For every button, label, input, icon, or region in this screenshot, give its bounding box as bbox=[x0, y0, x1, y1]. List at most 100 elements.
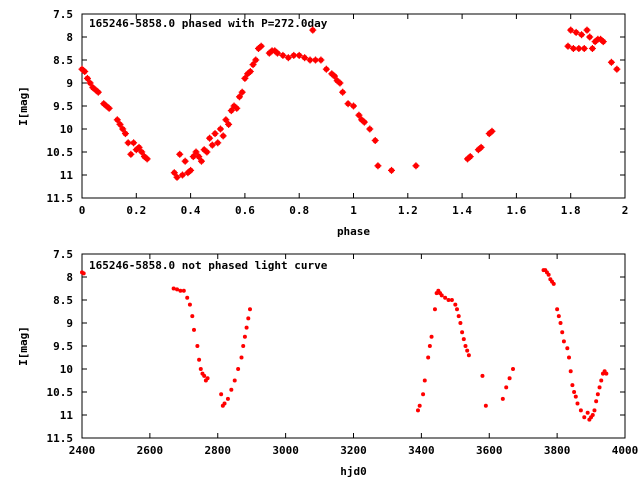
x-axis-label: phase bbox=[337, 225, 370, 238]
data-point bbox=[556, 314, 561, 319]
data-point bbox=[235, 93, 243, 101]
data-point bbox=[121, 130, 129, 138]
data-point bbox=[195, 344, 200, 348]
data-point bbox=[575, 401, 580, 406]
data-point bbox=[500, 396, 505, 401]
data-point bbox=[239, 355, 244, 360]
data-point bbox=[246, 316, 251, 321]
data-point bbox=[565, 346, 570, 351]
data-point bbox=[81, 68, 89, 75]
data-point bbox=[460, 330, 465, 335]
y-tick-label: 11 bbox=[60, 169, 74, 182]
data-point bbox=[86, 79, 94, 87]
data-point bbox=[463, 344, 468, 348]
data-point bbox=[222, 401, 227, 406]
data-point bbox=[578, 408, 583, 413]
data-point bbox=[586, 33, 594, 41]
data-point bbox=[191, 327, 196, 332]
data-point bbox=[573, 394, 578, 399]
data-point bbox=[592, 408, 597, 413]
data-point bbox=[480, 373, 485, 378]
data-point bbox=[546, 272, 551, 277]
data-point bbox=[344, 100, 352, 108]
data-point bbox=[138, 148, 146, 156]
data-point bbox=[219, 132, 227, 140]
data-point bbox=[582, 415, 587, 420]
data-point bbox=[173, 173, 181, 181]
y-tick-label: 11.5 bbox=[47, 192, 74, 205]
data-point bbox=[295, 51, 303, 59]
data-point bbox=[81, 271, 86, 276]
data-point bbox=[590, 413, 595, 417]
data-point bbox=[135, 143, 143, 151]
data-point bbox=[458, 321, 463, 325]
plot-frame bbox=[81, 253, 626, 439]
data-point bbox=[229, 387, 234, 392]
data-point bbox=[170, 169, 178, 177]
data-point bbox=[477, 143, 485, 151]
x-tick-label: 1.4 bbox=[452, 204, 472, 217]
data-point bbox=[507, 376, 512, 381]
x-tick-label: 1.6 bbox=[506, 204, 526, 217]
data-point bbox=[181, 157, 189, 165]
data-point bbox=[432, 307, 437, 312]
data-point bbox=[350, 102, 357, 110]
data-point bbox=[453, 302, 458, 307]
data-point bbox=[466, 153, 474, 161]
data-point bbox=[560, 330, 565, 335]
data-point bbox=[339, 88, 347, 96]
y-tick-label: 7.5 bbox=[53, 248, 73, 261]
data-point bbox=[187, 302, 192, 307]
data-point bbox=[558, 321, 563, 325]
x-axis-label: hjd0 bbox=[340, 465, 367, 478]
data-point bbox=[249, 61, 257, 69]
y-tick-label: 10 bbox=[60, 123, 73, 136]
data-point bbox=[178, 171, 186, 179]
data-point bbox=[488, 127, 496, 135]
x-tick-label: 2400 bbox=[69, 444, 96, 457]
data-point bbox=[247, 307, 252, 312]
data-point bbox=[206, 134, 214, 142]
data-point bbox=[195, 153, 203, 161]
data-point bbox=[257, 42, 265, 50]
data-point bbox=[429, 334, 434, 339]
data-point bbox=[189, 153, 197, 161]
data-point bbox=[371, 137, 379, 144]
data-point bbox=[192, 148, 200, 156]
data-point bbox=[202, 373, 207, 378]
data-point bbox=[572, 28, 580, 36]
x-tick-label: 0.8 bbox=[289, 204, 309, 217]
data-point bbox=[595, 392, 600, 397]
y-tick-label: 7.5 bbox=[53, 8, 73, 21]
data-point bbox=[176, 150, 184, 158]
data-point bbox=[355, 111, 363, 119]
data-point bbox=[504, 385, 509, 390]
data-point bbox=[222, 116, 230, 124]
data-point bbox=[330, 72, 338, 80]
data-point bbox=[211, 130, 219, 138]
x-tick-label: 3800 bbox=[544, 444, 571, 457]
x-tick-label: 0 bbox=[79, 204, 86, 217]
data-point bbox=[311, 56, 319, 64]
y-tick-label: 10.5 bbox=[47, 386, 74, 399]
data-point bbox=[439, 293, 444, 298]
y-tick-label: 9 bbox=[66, 317, 73, 330]
data-point bbox=[233, 104, 241, 112]
y-tick-label: 11.5 bbox=[47, 432, 74, 445]
x-tick-label: 0.4 bbox=[181, 204, 201, 217]
y-tick-label: 8 bbox=[66, 31, 73, 44]
data-point bbox=[569, 45, 577, 52]
chart-panel-2: 2400 2600 2800 3000 3200 3400 3600 3800 4000 7.5 8… bbox=[17, 248, 638, 478]
x-tick-label: 3200 bbox=[340, 444, 367, 457]
data-point bbox=[567, 355, 572, 360]
data-point bbox=[232, 378, 237, 383]
data-point bbox=[171, 286, 176, 291]
data-point bbox=[594, 399, 599, 404]
data-point bbox=[421, 392, 426, 397]
data-point bbox=[216, 125, 224, 133]
data-point bbox=[203, 148, 211, 156]
x-tick-label: 3000 bbox=[272, 444, 299, 457]
data-point bbox=[613, 65, 621, 73]
data-point bbox=[187, 166, 195, 174]
data-point bbox=[415, 408, 420, 413]
